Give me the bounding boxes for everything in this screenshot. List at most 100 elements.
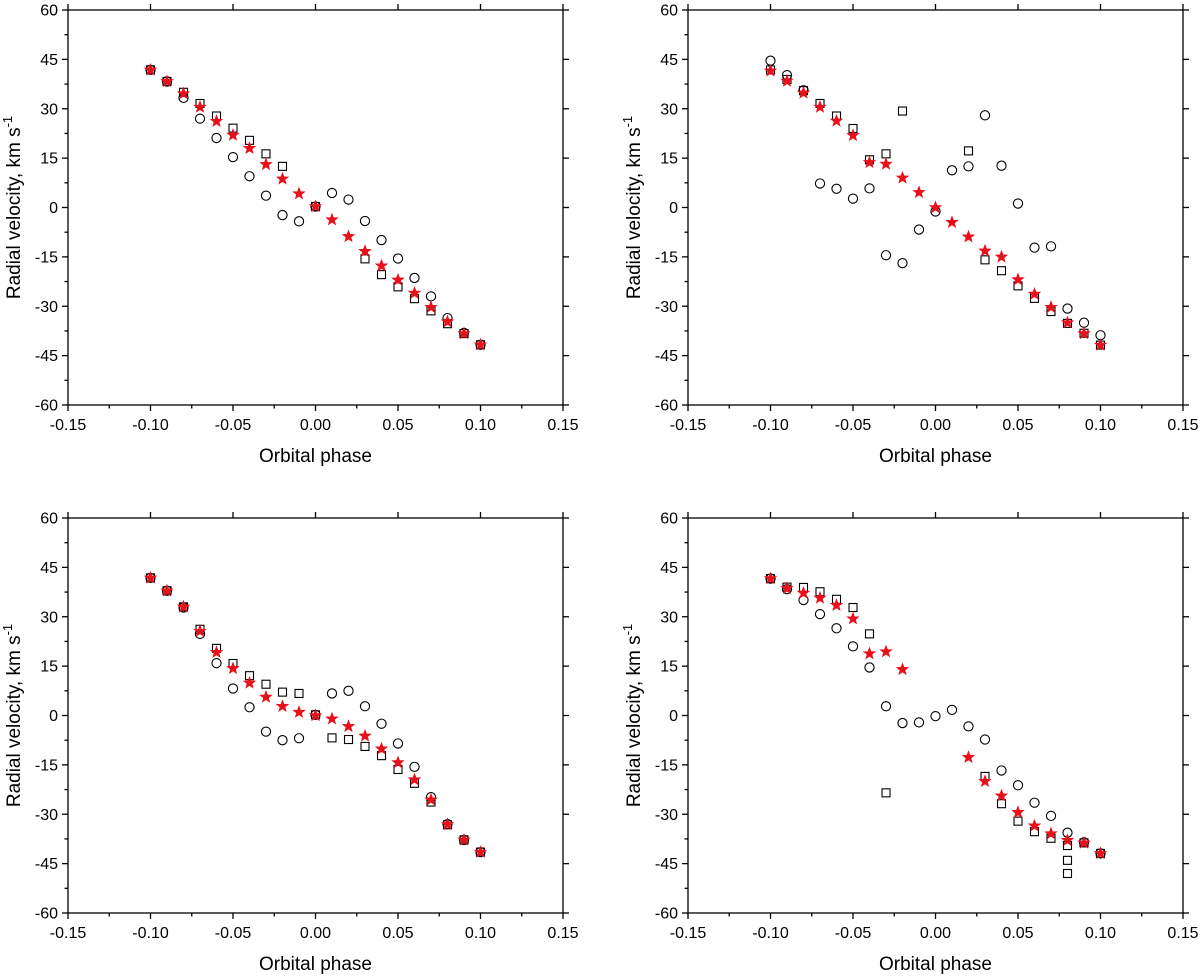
data-point-circle [814,608,826,620]
x-tick-label: -0.05 [835,417,872,434]
data-point-star [945,215,959,229]
data-point-star [457,326,471,340]
data-point-star [879,644,893,658]
x-tick-label: -0.05 [215,417,252,434]
data-point-star [763,63,778,77]
data-point-square [343,734,354,745]
data-point-star [143,62,158,76]
y-tick-label: 15 [40,659,58,676]
data-point-star [275,699,290,712]
data-point-square [1062,855,1073,865]
data-point-star [358,728,372,742]
data-point-square [996,799,1007,809]
x-tick-label: -0.15 [50,925,87,942]
data-point-star [879,156,893,170]
data-point-star [226,661,240,675]
data-point-star [978,243,992,257]
y-axis-title-superscript: -1 [0,116,15,128]
data-point-square [1013,816,1023,826]
data-point-circle [1012,198,1024,209]
data-point-circle [1029,242,1040,253]
data-point-star [325,711,339,725]
plot-frame-bottom-right [687,517,1184,914]
y-tick-label: 30 [660,101,678,118]
data-point-star [813,590,827,604]
data-point-star [1027,818,1042,832]
y-axis-title-main: Radial velocity, km s [624,127,645,299]
data-point-star [242,141,257,154]
data-point-star [829,113,844,127]
y-tick-label: 45 [660,52,678,69]
data-point-circle [227,151,239,163]
data-point-star [325,212,339,226]
data-point-circle [343,685,354,696]
data-point-star [391,755,405,769]
data-point-circle [831,623,842,634]
data-point-circle [847,193,859,204]
data-point-square [360,741,370,751]
y-tick-label: -30 [35,299,58,316]
series-star [763,63,1108,351]
data-point-circle [392,253,404,264]
x-tick-label: 0.00 [300,417,331,434]
data-point-circle [1012,780,1024,791]
data-point-circle [244,702,255,713]
data-point-star [1077,326,1091,340]
data-point-star [1093,846,1108,860]
y-axis-title-superscript: -1 [620,624,635,636]
data-point-star [895,662,910,676]
data-point-star [846,611,860,625]
data-point-circle [409,761,420,772]
data-point-circle [359,215,371,227]
data-point-circle [814,178,826,189]
y-tick-label: -45 [655,348,678,365]
x-tick-label: -0.10 [132,417,169,434]
data-point-star [1044,300,1058,313]
data-point-square [897,106,908,116]
data-point-star [862,155,877,169]
data-point-star [308,708,323,722]
data-point-square [327,733,337,743]
y-tick-label: 45 [660,560,678,577]
x-tick-label: -0.15 [50,417,87,434]
y-tick-label: 15 [40,151,58,168]
y-tick-label: 45 [40,560,58,577]
data-point-circle [1078,317,1090,328]
y-tick-label: 60 [40,511,58,528]
x-axis-title: Orbital phase [879,954,992,975]
data-point-star [275,171,290,185]
data-point-star [143,570,158,584]
x-tick-label: 0.05 [382,925,413,942]
data-point-star [1011,272,1025,286]
x-tick-label: 0.10 [465,417,496,434]
y-tick-label: 60 [660,511,678,528]
data-point-circle [1045,810,1057,822]
series-circle [765,55,1106,341]
x-tick-label: 0.00 [920,417,951,434]
series-star [143,570,488,858]
data-point-star [796,85,811,99]
data-point-star [424,792,438,806]
series-star [763,571,1108,860]
data-point-circle [897,257,908,269]
x-axis-title: Orbital phase [879,446,992,467]
data-point-circle [930,711,941,722]
data-point-star [1027,287,1042,300]
x-tick-label: -0.05 [215,925,252,942]
data-point-star [242,675,257,689]
data-point-star [961,750,976,764]
x-tick-label: 0.10 [465,925,496,942]
data-point-circle [194,113,206,124]
y-tick-label: -45 [35,856,58,873]
y-tick-label: 15 [660,659,678,676]
data-point-star [813,100,827,113]
x-tick-label: 0.05 [1002,417,1033,434]
data-point-star [912,185,926,199]
y-axis-title: Radial velocity, km s-1 [0,116,25,299]
data-point-star [1044,826,1058,840]
x-tick-label: -0.10 [132,925,169,942]
y-tick-label: 0 [669,200,678,217]
data-point-star [961,229,976,243]
data-point-circle [831,183,842,194]
y-tick-label: -30 [655,807,678,824]
